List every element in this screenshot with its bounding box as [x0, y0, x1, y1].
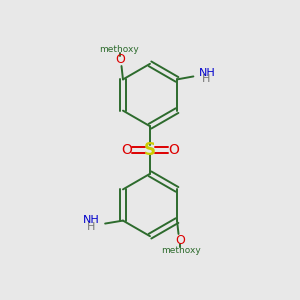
Text: methoxy: methoxy	[162, 246, 201, 255]
Text: O: O	[115, 53, 125, 66]
Text: methoxy: methoxy	[99, 45, 138, 54]
Text: NH: NH	[82, 215, 99, 225]
Text: O: O	[121, 143, 132, 157]
Text: H: H	[202, 74, 210, 84]
Text: O: O	[168, 143, 179, 157]
Text: O: O	[175, 234, 185, 247]
Text: NH: NH	[199, 68, 215, 78]
Text: S: S	[144, 141, 156, 159]
Text: H: H	[87, 221, 95, 232]
